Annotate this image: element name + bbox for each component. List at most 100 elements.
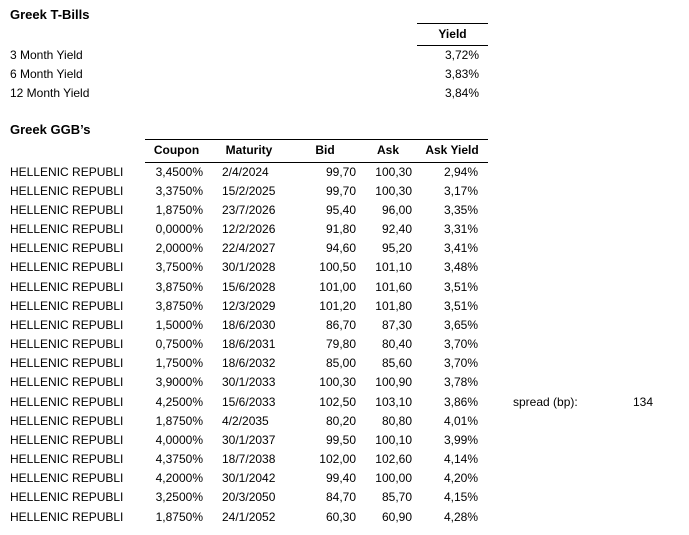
- bond-maturity: 30/1/2037: [222, 432, 276, 447]
- bond-coupon: 3,9000%: [155, 375, 203, 390]
- bond-maturity: 18/7/2038: [222, 452, 276, 467]
- ggb-bond-row: HELLENIC REPUBLI 1,8750% 24/1/2052 60,30…: [0, 508, 689, 527]
- bond-maturity: 18/6/2030: [222, 317, 276, 332]
- bond-bid-price: 79,80: [325, 337, 356, 352]
- bond-issuer-name: HELLENIC REPUBLI: [10, 490, 124, 505]
- bond-ask-price: 101,60: [375, 279, 412, 294]
- ggb-bond-row: HELLENIC REPUBLI 3,8750% 12/3/2029 101,2…: [0, 297, 689, 316]
- tbill-tenor-label: 12 Month Yield: [10, 85, 90, 100]
- bond-issuer-name: HELLENIC REPUBLI: [10, 509, 124, 524]
- ggb-bond-row: HELLENIC REPUBLI 1,8750% 23/7/2026 95,40…: [0, 201, 689, 220]
- bond-coupon: 4,2500%: [155, 394, 203, 409]
- ggb-table-header-row: Coupon Maturity Bid Ask Ask Yield: [145, 139, 488, 163]
- bond-bid-price: 91,80: [325, 222, 356, 236]
- bond-ask-price: 101,80: [375, 298, 412, 313]
- bond-ask-price: 101,10: [375, 260, 412, 275]
- bond-ask-yield: 3,35%: [443, 202, 478, 217]
- bond-ask-yield: 3,17%: [443, 183, 478, 198]
- yield-header-label: Yield: [438, 27, 467, 41]
- bond-issuer-name: HELLENIC REPUBLI: [10, 356, 124, 371]
- bond-ask-yield: 3,99%: [443, 432, 478, 447]
- ggb-bond-row: HELLENIC REPUBLI 2,0000% 22/4/2027 94,60…: [0, 239, 689, 258]
- bond-ask-yield: 3,51%: [443, 279, 478, 294]
- ggb-bond-row: HELLENIC REPUBLI 3,2500% 20/3/2050 84,70…: [0, 488, 689, 507]
- bond-bid-price: 99,40: [325, 471, 356, 486]
- bond-coupon: 3,4500%: [155, 164, 203, 179]
- ggb-bond-row: HELLENIC REPUBLI 3,9000% 30/1/2033 100,3…: [0, 373, 689, 392]
- bond-bid-price: 102,50: [319, 394, 356, 409]
- bond-bid-price: 60,30: [325, 509, 356, 524]
- bond-coupon: 0,0000%: [155, 222, 203, 236]
- tbill-yield-value: 3,83%: [444, 66, 479, 81]
- bond-coupon: 1,8750%: [155, 413, 203, 428]
- tbills-yield-column-header: Yield: [417, 23, 488, 46]
- maturity-column-header: Maturity: [225, 143, 273, 157]
- ggb-bond-row: HELLENIC REPUBLI 4,3750% 18/7/2038 102,0…: [0, 450, 689, 469]
- bond-issuer-name: HELLENIC REPUBLI: [10, 413, 124, 428]
- bond-ask-price: 80,40: [381, 337, 412, 352]
- bond-coupon: 3,8750%: [155, 298, 203, 313]
- bond-ask-price: 100,10: [375, 432, 412, 447]
- bond-bid-price: 100,50: [319, 260, 356, 275]
- bond-maturity: 24/1/2052: [222, 509, 276, 524]
- bond-issuer-name: HELLENIC REPUBLI: [10, 452, 124, 467]
- bond-issuer-name: HELLENIC REPUBLI: [10, 202, 124, 217]
- ggb-bond-row: HELLENIC REPUBLI 3,8750% 15/6/2028 101,0…: [0, 278, 689, 297]
- bond-bid-price: 99,70: [325, 164, 356, 179]
- bond-coupon: 1,5000%: [155, 317, 203, 332]
- bond-bid-price: 101,00: [319, 279, 356, 294]
- bond-bid-price: 99,70: [325, 183, 356, 198]
- bond-issuer-name: HELLENIC REPUBLI: [10, 183, 124, 198]
- bond-bid-price: 100,30: [319, 375, 356, 390]
- tbill-row: 12 Month Yield 3,84%: [0, 84, 689, 103]
- bond-maturity: 23/7/2026: [222, 202, 276, 217]
- tbill-row: 6 Month Yield 3,83%: [0, 65, 689, 84]
- bond-coupon: 1,7500%: [155, 356, 203, 371]
- bond-coupon: 2,0000%: [155, 241, 203, 256]
- tbills-section-title: Greek T-Bills: [10, 7, 90, 22]
- bond-ask-yield: 4,15%: [443, 490, 478, 505]
- bond-bid-price: 86,70: [325, 317, 356, 332]
- bond-maturity: 22/4/2027: [222, 241, 276, 256]
- bond-bid-price: 102,00: [319, 452, 356, 467]
- ggb-bond-row: HELLENIC REPUBLI 4,2000% 30/1/2042 99,40…: [0, 469, 689, 488]
- bond-bid-price: 80,20: [325, 413, 356, 428]
- bond-maturity: 15/6/2033: [222, 394, 276, 409]
- ggb-bond-row: HELLENIC REPUBLI 0,7500% 18/6/2031 79,80…: [0, 335, 689, 354]
- bond-ask-yield: 3,31%: [443, 222, 478, 236]
- bond-maturity: 15/2/2025: [222, 183, 276, 198]
- ggb-bond-row: HELLENIC REPUBLI 0,0000% 12/2/2026 91,80…: [0, 220, 689, 239]
- bond-issuer-name: HELLENIC REPUBLI: [10, 298, 124, 313]
- ggb-bond-row: HELLENIC REPUBLI 1,5000% 18/6/2030 86,70…: [0, 316, 689, 335]
- bond-ask-yield: 3,65%: [443, 317, 478, 332]
- bond-maturity: 18/6/2031: [222, 337, 276, 352]
- tbill-tenor-label: 3 Month Yield: [10, 47, 83, 62]
- bond-ask-price: 85,70: [381, 490, 412, 505]
- spread-annotation-row: spread (bp): 134: [0, 393, 689, 412]
- tbill-yield-value: 3,84%: [444, 85, 479, 100]
- bond-maturity: 15/6/2028: [222, 279, 276, 294]
- coupon-column-header: Coupon: [153, 143, 200, 157]
- bond-issuer-name: HELLENIC REPUBLI: [10, 164, 124, 179]
- bond-ask-yield: 2,94%: [443, 164, 478, 179]
- bond-issuer-name: HELLENIC REPUBLI: [10, 471, 124, 486]
- bond-maturity: 30/1/2033: [222, 375, 276, 390]
- bond-ask-price: 87,30: [381, 317, 412, 332]
- ggb-bond-row: HELLENIC REPUBLI 3,4500% 2/4/2024 99,70 …: [0, 163, 689, 182]
- bond-ask-price: 60,90: [381, 509, 412, 524]
- bond-ask-yield: 3,41%: [443, 241, 478, 256]
- bond-ask-yield: 4,14%: [443, 452, 478, 467]
- bond-bid-price: 85,00: [325, 356, 356, 371]
- bond-ask-yield: 4,20%: [443, 471, 478, 486]
- bond-ask-price: 100,30: [375, 164, 412, 179]
- bond-bid-price: 94,60: [325, 241, 356, 256]
- bond-issuer-name: HELLENIC REPUBLI: [10, 222, 124, 236]
- tbill-tenor-label: 6 Month Yield: [10, 66, 83, 81]
- bond-coupon: 3,7500%: [155, 260, 203, 275]
- bond-coupon: 4,3750%: [155, 452, 203, 467]
- bond-issuer-name: HELLENIC REPUBLI: [10, 260, 124, 275]
- ggb-section-title: Greek GGB’s: [10, 122, 91, 137]
- tbill-yield-value: 3,72%: [444, 47, 479, 62]
- spread-label: spread (bp):: [513, 394, 578, 409]
- ggb-bond-row: HELLENIC REPUBLI 1,8750% 4/2/2035 80,20 …: [0, 412, 689, 431]
